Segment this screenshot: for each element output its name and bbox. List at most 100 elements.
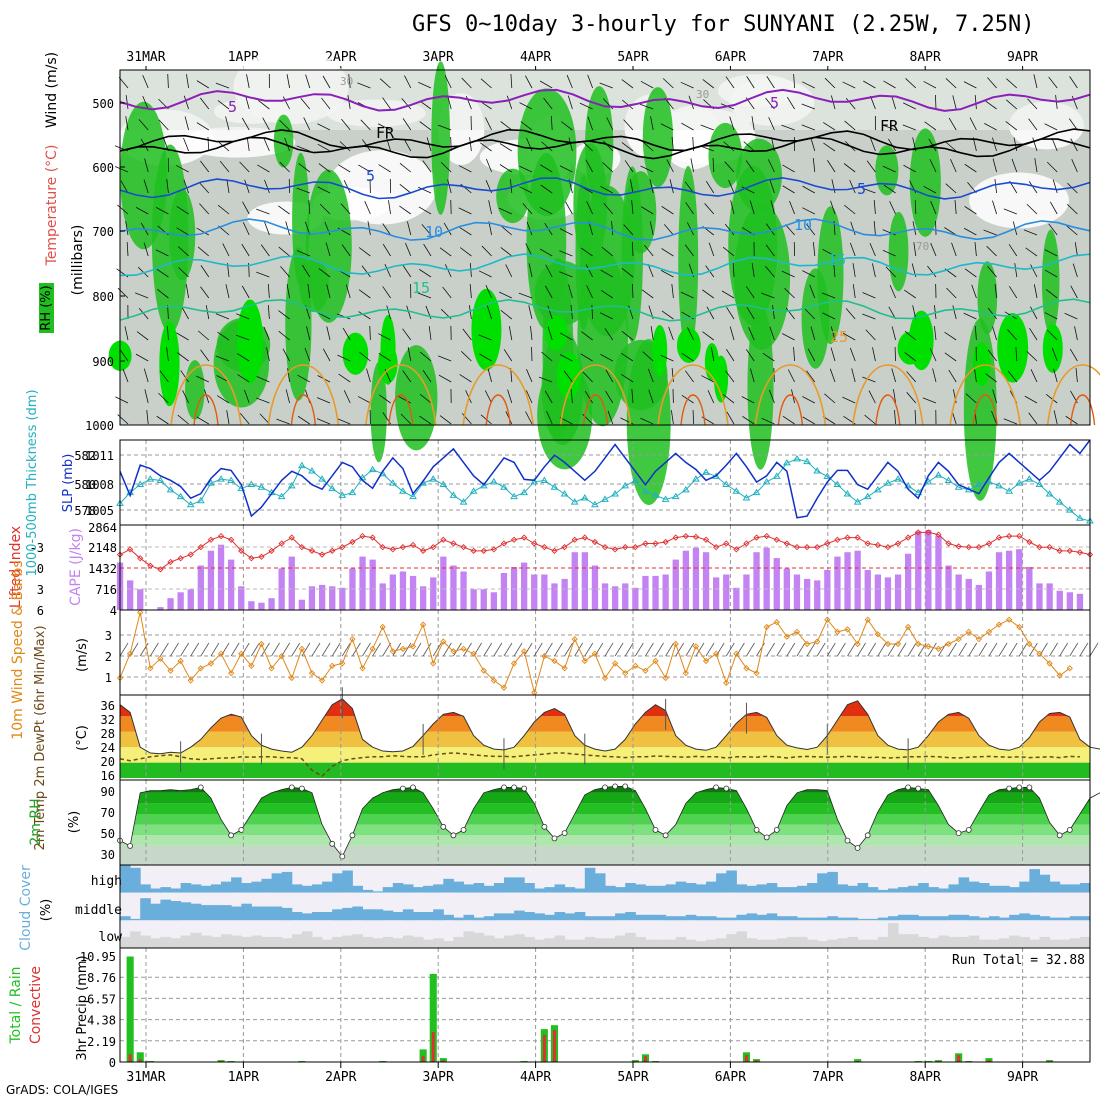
cloud-high-bar (999, 885, 1010, 893)
ylabel-lifted-index: Lifted Index (8, 526, 24, 608)
lifted-index-point (460, 544, 467, 551)
wind-barb (964, 206, 977, 215)
cape-bar (995, 552, 1003, 610)
thickness-point (520, 488, 529, 496)
wind-barb (419, 393, 432, 404)
wind-barb (912, 221, 917, 236)
wind-speed-point (611, 660, 619, 667)
wind-barb (831, 179, 836, 194)
wind-barb (606, 117, 614, 131)
rh-moist-cell (395, 345, 438, 451)
wind-barb (364, 201, 371, 215)
wind-barb (600, 354, 613, 362)
wind-10m-barb (968, 642, 978, 657)
wind-barb (196, 80, 210, 89)
precip-convective-bar (755, 1060, 759, 1062)
wind-barb (258, 100, 270, 110)
cloud-high-bar (261, 878, 273, 893)
wind-barb (505, 264, 513, 278)
cloud-low-bar (291, 934, 303, 948)
cloud-middle-bar (200, 905, 212, 921)
wind-barb (322, 348, 331, 362)
cape-bar (915, 531, 922, 610)
cloud-middle-bar (968, 916, 980, 921)
cloud-middle-bar (1019, 913, 1030, 921)
wind-barb (317, 312, 331, 320)
wind-barb (204, 389, 210, 404)
cloud-high-bar (150, 888, 161, 893)
wind-barb (889, 201, 896, 215)
wind-barb (399, 183, 412, 194)
rh-saturated-cell (471, 288, 502, 371)
cloud-middle-bar (1039, 916, 1051, 921)
cloud-low-bar (200, 935, 212, 948)
wind-speed-point (662, 674, 669, 682)
wind-barb (1028, 181, 1038, 194)
cloud-high-bar (190, 884, 202, 893)
contour-label: 5 (366, 167, 375, 185)
thickness-point (328, 484, 337, 492)
wind-barb (485, 117, 492, 131)
wind-barb (806, 370, 816, 383)
cloud-low-bar (1019, 936, 1030, 948)
wind-10m-barb (907, 642, 917, 657)
rh-point (440, 823, 447, 830)
wind-barb (607, 410, 614, 425)
cloud-middle-bar (342, 907, 353, 921)
wind-barb (460, 247, 472, 257)
thickness-point (560, 489, 569, 497)
cloud-middle-bar (120, 916, 131, 921)
cloud-middle-bar (210, 905, 222, 921)
wind-barb (849, 242, 856, 257)
lifted-index-point (844, 534, 851, 541)
wind-barb (725, 76, 735, 89)
thickness-point (409, 492, 417, 500)
wind-speed-point (723, 679, 730, 686)
cloud-high-bar (251, 881, 262, 893)
wind-10m-barb (554, 642, 563, 657)
wind-barb (944, 227, 957, 236)
wind-10m-barb (160, 642, 169, 657)
wind-10m-barb (1069, 642, 1079, 657)
cloud-high-bar (514, 877, 525, 893)
wind-barb (1023, 229, 1038, 236)
wind-barb (200, 286, 210, 299)
wind-barb (782, 164, 795, 173)
cape-bar (632, 587, 639, 610)
wind-barb (904, 289, 917, 299)
temperature-contour-warm (267, 364, 340, 426)
wind-barb (823, 142, 836, 152)
precip-total-bar (419, 1049, 427, 1062)
wind-barb (125, 95, 129, 110)
wind-barb (182, 390, 189, 404)
wind-barb (526, 368, 533, 383)
rh-point (460, 827, 467, 833)
cloud-high-bar (948, 884, 960, 893)
wind-barb (722, 246, 735, 257)
cape-bar (157, 607, 164, 610)
wind-barb (308, 200, 311, 215)
wind-barb (465, 95, 472, 110)
cloud-low-bar (706, 939, 717, 948)
wind-barb (690, 158, 694, 173)
temp-band (120, 731, 1090, 748)
cloud-middle-bar (241, 903, 252, 921)
wind-barb (891, 368, 896, 383)
ylabel-wind10: 10m Wind Speed & Barbs (10, 560, 26, 739)
cloud-low-bar (978, 939, 990, 948)
wind-10m-barb (725, 642, 735, 657)
wind-speed-point (601, 674, 609, 682)
cape-bar (1006, 550, 1013, 610)
cloud-middle-bar (1029, 914, 1040, 921)
wind-barb (660, 354, 674, 362)
rh-dry-patch (969, 172, 1069, 229)
wind-barb (361, 265, 371, 278)
wind-barb (377, 333, 391, 341)
lifted-index-point (278, 540, 285, 547)
wind-10m-barb (746, 642, 755, 657)
cloud-middle-bar (170, 901, 182, 921)
wind-speed-point (399, 645, 407, 652)
wind-10m-barb (311, 642, 321, 657)
lifted-index-point (440, 536, 447, 543)
precip-tick-label: 0 (109, 1056, 116, 1070)
